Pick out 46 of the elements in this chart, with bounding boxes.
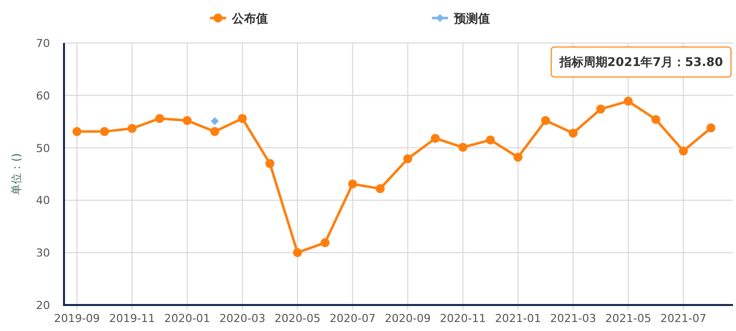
x-tick-label: 2021-07 — [660, 312, 706, 325]
point — [678, 146, 688, 156]
annotation: 指标周期2021年7月：53.80 — [558, 55, 723, 69]
x-tick-label: 2021-05 — [605, 312, 652, 325]
point — [541, 116, 550, 126]
point — [128, 124, 137, 133]
point — [265, 159, 274, 168]
x-tick-label: 2020-03 — [219, 312, 266, 325]
point — [706, 123, 716, 132]
point — [403, 154, 412, 164]
point — [458, 142, 468, 152]
y-axis-title: 单位：() — [10, 153, 23, 195]
y-tick-label: 30 — [36, 246, 50, 260]
y-tick-label: 50 — [36, 142, 50, 155]
legend-label: 预测值 — [453, 12, 490, 26]
legend-label: 公布值 — [231, 12, 268, 26]
point — [72, 127, 82, 136]
point — [376, 184, 385, 194]
point — [210, 127, 220, 136]
point — [182, 116, 192, 126]
x-tick-label: 2020-01 — [164, 312, 210, 325]
y-tick-label: 20 — [36, 299, 50, 312]
point — [596, 104, 606, 114]
x-tick-label: 2020-09 — [384, 312, 431, 325]
point — [348, 179, 358, 188]
point — [651, 115, 660, 124]
x-tick-label: 2019-09 — [54, 312, 100, 325]
point — [624, 96, 633, 106]
point — [100, 127, 110, 136]
x-tick-label: 2019-11 — [109, 312, 156, 325]
x-tick-label: 2020-11 — [440, 312, 486, 325]
point — [292, 248, 302, 258]
x-tick-label: 2021-03 — [550, 312, 596, 325]
point — [486, 135, 495, 144]
point — [513, 152, 522, 162]
point — [238, 114, 247, 123]
x-tick-label: 2020-05 — [274, 312, 320, 325]
y-tick-label: 60 — [36, 89, 50, 102]
point — [568, 128, 578, 138]
point — [155, 114, 164, 123]
point — [430, 134, 440, 143]
x-tick-label: 2020-07 — [330, 312, 376, 325]
point — [320, 238, 330, 248]
y-tick-label: 40 — [36, 194, 50, 208]
x-tick-label: 2021-01 — [495, 312, 541, 325]
y-tick-label: 70 — [36, 37, 50, 50]
